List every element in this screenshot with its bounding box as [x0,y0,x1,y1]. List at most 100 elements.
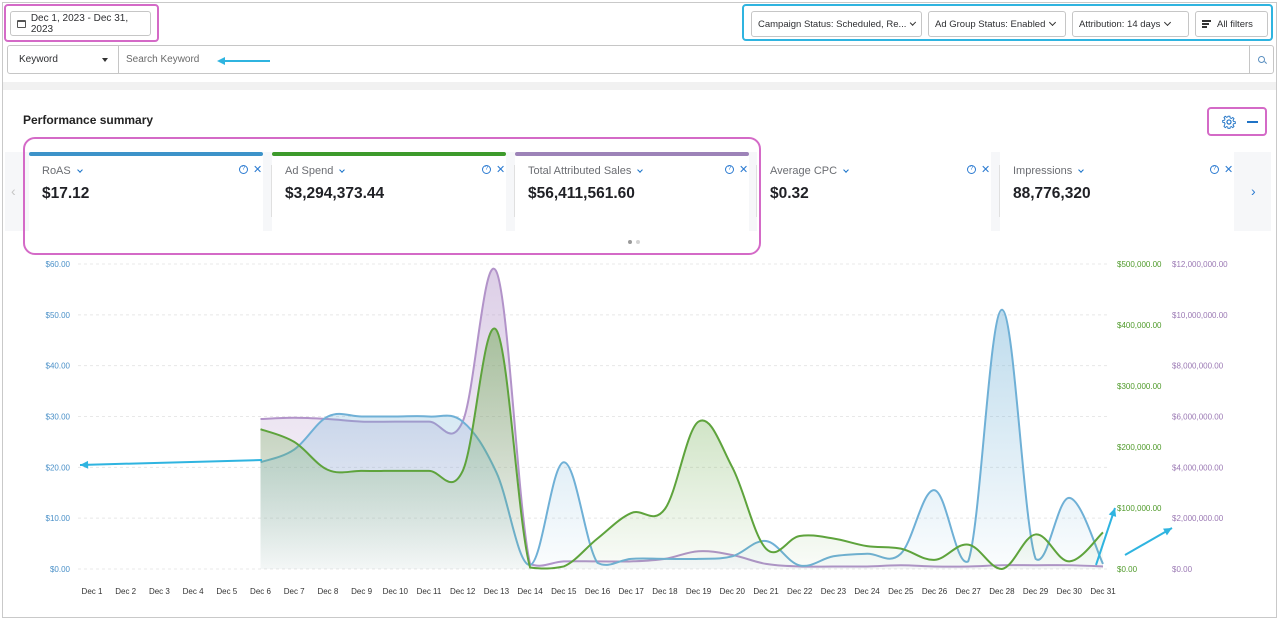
keyword-type-select[interactable]: Keyword [8,46,119,73]
close-icon[interactable]: ✕ [981,164,991,176]
y-left-tick: $40.00 [46,362,71,371]
x-tick: Dec 13 [484,587,510,596]
y-right-tick: $12,000,000.00 [1172,260,1228,269]
y-mid-tick: $0.00 [1117,565,1138,574]
y-mid-tick: $300,000.00 [1117,382,1162,391]
performance-chart: $0.00 $10.00 $20.00 $30.00 $40.00 $50.00 $60.0… [46,260,1229,596]
attribution-label: Attribution: 14 days [1079,18,1161,30]
x-tick: Dec 22 [787,587,813,596]
y-left-tick: $10.00 [46,514,71,523]
y-right-tick: $8,000,000.00 [1172,362,1224,371]
card-divider [756,165,757,217]
search-icon [1258,56,1265,63]
metric-cards-highlight [23,137,761,255]
ad_spend-area [260,328,1103,569]
metric-value: 88,776,320 [1013,185,1091,202]
x-tick: Dec 19 [686,587,712,596]
ad-group-status-filter[interactable]: Ad Group Status: Enabled [928,11,1066,37]
metric-label[interactable]: Ad Spend [285,165,346,177]
metric-label[interactable]: Average CPC [770,165,849,177]
carousel-dots [628,240,640,244]
metric-card[interactable]: Ad Spend $3,294,373.44? ✕ [272,152,506,231]
search-button[interactable] [1249,46,1273,73]
collapse-button[interactable] [1247,121,1258,123]
x-tick: Dec 15 [551,587,577,596]
chevron-down-icon [843,167,849,173]
chevron-down-icon [1078,167,1085,173]
x-tick: Dec 10 [383,587,409,596]
all-filters-button[interactable]: All filters [1195,11,1268,37]
y-left-tick: $60.00 [46,260,71,269]
all-filters-label: All filters [1217,18,1253,30]
y-left-tick: $50.00 [46,311,71,320]
ad-group-status-label: Ad Group Status: Enabled [935,18,1046,30]
metric-value: $17.12 [42,185,90,202]
metric-label[interactable]: RoAS [42,165,83,177]
x-tick: Dec 24 [854,587,880,596]
caret-down-icon [102,57,108,62]
metric-color-bar [29,152,263,156]
x-tick: Dec 14 [517,587,543,596]
campaign-status-filter[interactable]: Campaign Status: Scheduled, Re... [751,11,922,37]
metric-color-bar [515,152,749,156]
x-tick: Dec 30 [1057,587,1083,596]
keyword-annotation-arrow [217,57,270,65]
card-divider [514,165,515,217]
help-icon[interactable]: ? [482,165,491,174]
keyword-search-bar: Keyword [7,45,1274,74]
annotation-arrow [79,459,263,466]
metric-card[interactable]: Total Attributed Sales $56,411,561.60? ✕ [515,152,749,231]
y-left-tick: $30.00 [46,413,71,422]
ad_spend-line [260,327,1104,571]
x-tick: Dec 11 [417,587,442,596]
metric-label[interactable]: Total Attributed Sales [528,165,644,177]
y-mid-tick: $400,000.00 [1117,321,1162,330]
section-separator [3,82,1276,90]
close-icon[interactable]: ✕ [1224,164,1234,176]
close-icon[interactable]: ✕ [253,164,263,176]
date-range-button[interactable]: Dec 1, 2023 - Dec 31, 2023 [10,11,151,36]
help-icon[interactable]: ? [967,165,976,174]
metric-card[interactable]: Impressions 88,776,320? ✕ [1000,152,1234,231]
help-icon[interactable]: ? [239,165,248,174]
annotation-arrowhead [1108,508,1117,517]
y-right-tick: $10,000,000.00 [1172,311,1228,320]
close-icon[interactable]: ✕ [496,164,506,176]
metric-label[interactable]: Impressions [1013,165,1085,177]
carousel-prev-icon[interactable]: ‹ [11,183,16,199]
x-tick: Dec 25 [888,587,914,596]
filter-lines-icon [1202,20,1211,28]
carousel-next-icon[interactable]: › [1251,183,1256,199]
metric-value: $3,294,373.44 [285,185,385,202]
card-divider [271,165,272,217]
attribution-filter[interactable]: Attribution: 14 days [1072,11,1189,37]
campaign-status-label: Campaign Status: Scheduled, Re... [758,18,907,30]
metric-card[interactable]: Average CPC $0.32? ✕ [757,152,991,231]
x-tick: Dec 3 [149,587,170,596]
help-icon[interactable]: ? [725,165,734,174]
annotation-arrowhead [80,460,89,469]
metric-value: $0.32 [770,185,809,202]
x-tick: Dec 7 [284,587,305,596]
y-right-tick: $4,000,000.00 [1172,463,1224,472]
panel-tools-highlight [1207,107,1267,136]
x-tick: Dec 9 [351,587,372,596]
y-right-tick: $0.00 [1172,565,1193,574]
gear-icon[interactable] [1222,115,1236,129]
filters-highlight: Campaign Status: Scheduled, Re... Ad Gro… [742,4,1273,41]
x-tick: Dec 26 [922,587,948,596]
metric-card[interactable]: RoAS $17.12? ✕ [29,152,263,231]
y-right-tick: $2,000,000.00 [1172,514,1224,523]
search-keyword-input[interactable] [120,47,1250,72]
x-tick: Dec 12 [450,587,476,596]
x-tick: Dec 29 [1023,587,1049,596]
chevron-down-icon [1049,18,1057,27]
help-icon[interactable]: ? [1210,165,1219,174]
close-icon[interactable]: ✕ [739,164,749,176]
x-tick: Dec 31 [1090,587,1116,596]
panel-title: Performance summary [23,113,154,127]
x-tick: Dec 17 [619,587,645,596]
calendar-icon [17,19,26,28]
x-tick: Dec 23 [821,587,847,596]
